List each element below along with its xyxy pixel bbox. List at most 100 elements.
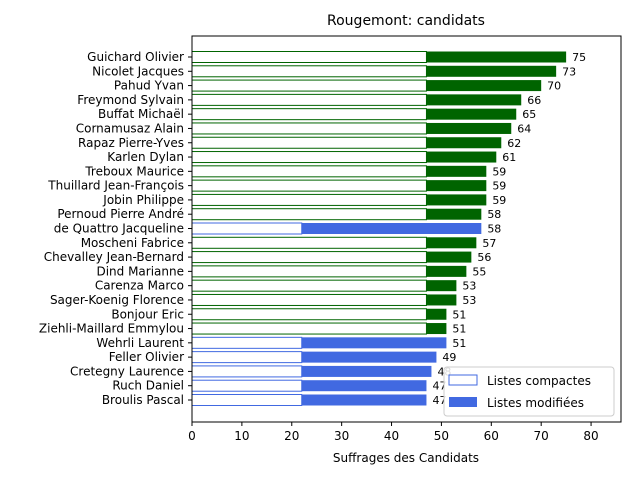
y-tick-label: Ziehli-Maillard Emmylou	[39, 322, 184, 336]
y-tick-label: Nicolet Jacques	[92, 64, 184, 78]
data-label: 47	[432, 394, 446, 407]
bar-modifiees	[426, 94, 522, 106]
y-tick-label: Ruch Daniel	[112, 379, 184, 393]
y-tick-label: Chevalley Jean-Bernard	[44, 250, 184, 264]
y-tick-label: Jobin Philippe	[102, 193, 184, 207]
y-tick-label: Pahud Yvan	[114, 79, 184, 93]
x-axis-label: Suffrages des Candidats	[333, 451, 479, 465]
x-tick-label: 30	[334, 429, 349, 443]
value-labels-group: 7573706665646261595959585857565553535151…	[432, 51, 586, 407]
bar-modifiees	[301, 380, 427, 392]
y-tick-label: Buffat Michaël	[98, 107, 184, 121]
bar-compactes	[191, 151, 427, 164]
x-tick-label: 40	[384, 429, 399, 443]
data-label: 58	[487, 208, 501, 221]
data-label: 49	[442, 351, 456, 364]
bar-compactes	[191, 308, 427, 321]
legend-label-compactes: Listes compactes	[487, 374, 591, 388]
y-tick-label: Feller Olivier	[109, 350, 184, 364]
data-label: 58	[487, 223, 501, 236]
data-label: 59	[492, 194, 506, 207]
data-label: 59	[492, 180, 506, 193]
x-tick-label: 20	[284, 429, 299, 443]
bar-modifiees	[426, 251, 472, 263]
bar-modifiees	[301, 351, 437, 363]
bar-modifiees	[426, 208, 482, 220]
x-tick-label: 60	[484, 429, 499, 443]
bar-compactes	[191, 136, 427, 149]
bar-compactes	[191, 251, 427, 264]
bar-modifiees	[301, 223, 482, 234]
bar-modifiees	[426, 237, 477, 249]
data-label: 53	[462, 294, 476, 307]
data-label: 70	[547, 80, 561, 93]
x-axis: 0 10 20 30 40 50 60 70 80	[188, 422, 599, 443]
bar-compactes	[191, 122, 427, 135]
x-tick-label: 50	[434, 429, 449, 443]
bar-compactes	[191, 108, 427, 121]
bar-compactes	[191, 236, 427, 249]
y-tick-label: Cretegny Laurence	[70, 364, 184, 378]
y-tick-label: Guichard Olivier	[87, 50, 184, 64]
data-label: 73	[562, 65, 576, 78]
bar-modifiees	[426, 165, 487, 177]
data-label: 55	[472, 265, 486, 278]
data-label: 47	[432, 380, 446, 393]
data-label: 51	[452, 323, 466, 336]
bar-compactes	[191, 279, 427, 292]
bar-compactes	[191, 394, 303, 406]
x-tick-label: 0	[188, 429, 196, 443]
y-tick-label: Freymond Sylvain	[77, 93, 184, 107]
bar-modifiees	[426, 265, 467, 277]
legend: Listes compactes Listes modifiées	[443, 366, 615, 417]
bar-modifiees	[426, 151, 497, 163]
data-label: 51	[452, 308, 466, 321]
data-label: 64	[517, 122, 531, 135]
legend-label-modifiees: Listes modifiées	[487, 396, 584, 410]
y-tick-label: Rapaz Pierre-Yves	[78, 136, 184, 150]
bar-compactes	[191, 79, 427, 92]
y-tick-label: Thuillard Jean-François	[47, 179, 184, 193]
y-tick-label: Treboux Maurice	[84, 164, 184, 178]
bar-compactes	[191, 336, 303, 349]
bar-compactes	[191, 222, 303, 235]
bar-modifiees	[301, 365, 432, 377]
bar-modifiees	[426, 323, 447, 335]
bar-modifiees	[426, 294, 457, 306]
bar-modifiees	[301, 337, 447, 349]
data-label: 61	[502, 151, 516, 164]
plot-frame	[191, 35, 622, 423]
x-tick-label: 80	[583, 429, 598, 443]
bar-modifiees	[426, 80, 542, 92]
chart-title: Rougemont: candidats	[327, 13, 485, 29]
y-tick-label: Broulis Pascal	[102, 393, 184, 407]
data-label: 75	[572, 51, 586, 64]
y-tick-label: Moscheni Fabrice	[81, 236, 184, 250]
bar-modifiees	[426, 108, 517, 120]
legend-box	[443, 366, 615, 417]
data-label: 57	[482, 237, 496, 250]
legend-swatch-modifiees	[449, 397, 477, 407]
bar-modifiees	[426, 137, 502, 149]
data-label: 59	[492, 165, 506, 178]
bars-group	[191, 51, 567, 406]
bar-modifiees	[426, 280, 457, 292]
bar-compactes	[191, 322, 427, 335]
data-label: 51	[452, 337, 466, 350]
data-label: 66	[527, 94, 541, 107]
bar-compactes	[191, 51, 427, 63]
bar-modifiees	[426, 308, 447, 320]
bar-modifiees	[301, 394, 427, 406]
bar-compactes	[191, 179, 427, 192]
y-tick-label: Wehrli Laurent	[96, 336, 184, 350]
bar-compactes	[191, 351, 303, 364]
y-tick-label: Sager-Koenig Florence	[50, 293, 184, 307]
y-tick-label: Karlen Dylan	[107, 150, 184, 164]
y-tick-label: Cornamusaz Alain	[76, 121, 184, 135]
bar-compactes	[191, 293, 427, 306]
y-tick-label: Dind Marianne	[96, 264, 184, 278]
data-label: 65	[522, 108, 536, 121]
bar-compactes	[191, 208, 427, 221]
